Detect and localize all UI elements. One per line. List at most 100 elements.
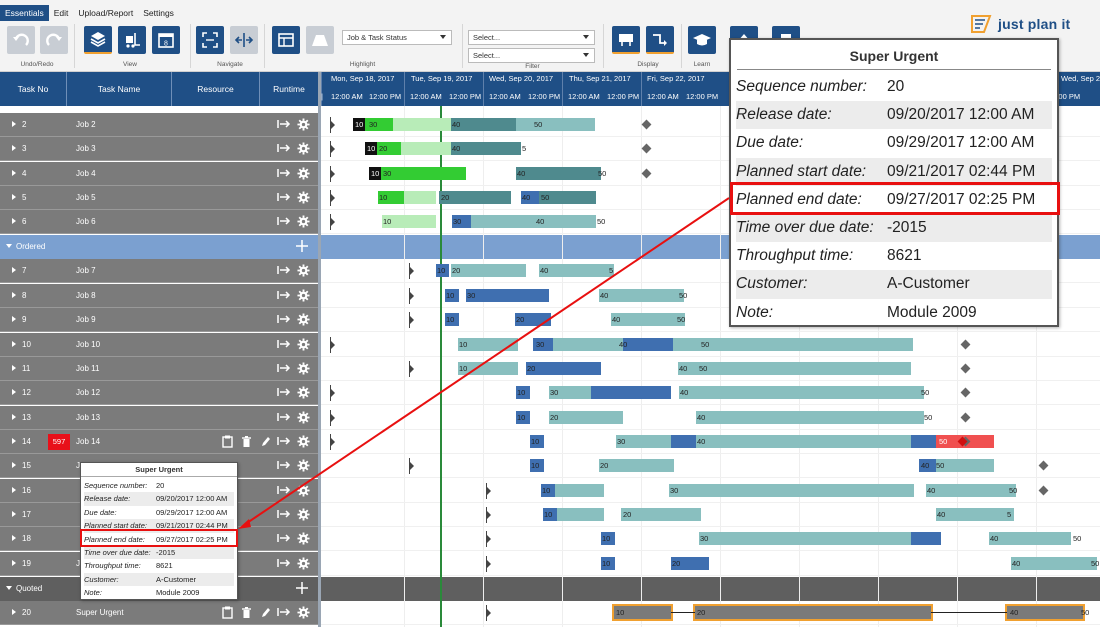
table-row[interactable]: 10 Job 10 xyxy=(0,333,318,357)
operation-segment[interactable] xyxy=(557,508,604,521)
operation-segment[interactable] xyxy=(601,532,615,545)
operation-segment[interactable] xyxy=(404,191,436,204)
clipboard-icon[interactable] xyxy=(220,605,234,619)
job-bar[interactable]: 10 30 40 50 xyxy=(321,532,1100,545)
go-to-bar-icon[interactable] xyxy=(277,361,291,375)
go-to-bar-icon[interactable] xyxy=(277,385,291,399)
expand-arrow-icon[interactable] xyxy=(12,316,16,322)
tab-edit[interactable]: Edit xyxy=(53,8,69,18)
expand-arrow-icon[interactable] xyxy=(12,292,16,298)
filter-select-2[interactable]: Select... xyxy=(468,48,595,63)
operation-segment[interactable] xyxy=(673,338,913,351)
operation-segment[interactable] xyxy=(601,557,615,570)
go-to-bar-icon[interactable] xyxy=(277,166,291,180)
operation-segment[interactable] xyxy=(526,362,601,375)
operation-segment[interactable] xyxy=(451,118,516,131)
operation-segment[interactable] xyxy=(439,191,511,204)
go-to-bar-icon[interactable] xyxy=(277,556,291,570)
display-bars-button[interactable] xyxy=(612,26,640,54)
expand-arrow-icon[interactable] xyxy=(12,609,16,615)
operation-segment[interactable] xyxy=(671,557,709,570)
job-bar[interactable]: 10 20 40 50 xyxy=(321,606,1100,619)
job-bar[interactable]: 10 30 40 50 xyxy=(321,167,1100,180)
go-to-bar-icon[interactable] xyxy=(277,312,291,326)
gear-icon[interactable] xyxy=(296,263,310,277)
operation-segment[interactable] xyxy=(555,484,604,497)
collapse-arrow-icon[interactable] xyxy=(6,244,12,248)
expand-arrow-icon[interactable] xyxy=(12,462,16,468)
table-row[interactable]: 5 Job 5 xyxy=(0,186,318,210)
collapse-arrow-icon[interactable] xyxy=(6,586,12,590)
expand-arrow-icon[interactable] xyxy=(12,365,16,371)
job-bar[interactable]: 10 30 40 50 xyxy=(321,386,1100,399)
go-to-bar-icon[interactable] xyxy=(277,190,291,204)
operation-segment[interactable] xyxy=(621,508,701,521)
gear-icon[interactable] xyxy=(296,458,310,472)
table-row[interactable]: 13 Job 13 xyxy=(0,406,318,430)
gear-icon[interactable] xyxy=(296,410,310,424)
expand-arrow-icon[interactable] xyxy=(12,341,16,347)
gear-icon[interactable] xyxy=(296,214,310,228)
expand-arrow-icon[interactable] xyxy=(12,194,16,200)
operation-segment[interactable] xyxy=(699,532,911,545)
operation-segment[interactable] xyxy=(936,459,994,472)
gear-icon[interactable] xyxy=(296,337,310,351)
operation-segment[interactable] xyxy=(393,118,451,131)
highlight-mode-button[interactable] xyxy=(306,26,334,54)
column-header-task-name[interactable]: Task Name xyxy=(67,72,172,106)
operation-segment[interactable] xyxy=(431,167,466,180)
gear-icon[interactable] xyxy=(296,141,310,155)
go-to-bar-icon[interactable] xyxy=(277,288,291,302)
table-row[interactable]: 8 Job 8 xyxy=(0,284,318,308)
operation-segment[interactable] xyxy=(553,338,623,351)
go-to-bar-icon[interactable] xyxy=(277,458,291,472)
tab-essentials[interactable]: Essentials xyxy=(0,5,49,21)
operation-segment[interactable] xyxy=(919,459,936,472)
go-to-bar-icon[interactable] xyxy=(277,507,291,521)
table-row[interactable]: 7 Job 7 xyxy=(0,259,318,283)
expand-arrow-icon[interactable] xyxy=(12,145,16,151)
expand-arrow-icon[interactable] xyxy=(12,560,16,566)
group-row[interactable]: Ordered xyxy=(0,235,318,259)
go-to-bar-icon[interactable] xyxy=(277,605,291,619)
undo-button[interactable] xyxy=(7,26,35,54)
operation-segment[interactable] xyxy=(539,264,614,277)
gear-icon[interactable] xyxy=(296,117,310,131)
expand-arrow-icon[interactable] xyxy=(12,267,16,273)
operation-segment[interactable] xyxy=(591,386,671,399)
table-row[interactable]: 6 Job 6 xyxy=(0,210,318,234)
operation-segment[interactable] xyxy=(377,142,401,155)
go-to-bar-icon[interactable] xyxy=(277,141,291,155)
operation-segment[interactable] xyxy=(365,142,377,155)
operation-segment[interactable] xyxy=(614,606,671,619)
redo-button[interactable] xyxy=(40,26,68,54)
go-to-bar-icon[interactable] xyxy=(277,531,291,545)
zoom-center-button[interactable] xyxy=(230,26,258,54)
operation-segment[interactable] xyxy=(678,362,911,375)
operation-segment[interactable] xyxy=(696,411,924,424)
operation-segment[interactable] xyxy=(516,167,601,180)
operation-segment[interactable] xyxy=(471,215,596,228)
operation-segment[interactable] xyxy=(1007,606,1083,619)
go-to-bar-icon[interactable] xyxy=(277,214,291,228)
operation-segment[interactable] xyxy=(549,411,623,424)
table-row[interactable]: 3 Job 3 xyxy=(0,137,318,161)
operation-segment[interactable] xyxy=(611,313,685,326)
gear-icon[interactable] xyxy=(296,190,310,204)
operation-segment[interactable] xyxy=(466,289,549,302)
job-bar[interactable]: 10 20 40 5 xyxy=(321,508,1100,521)
go-to-bar-icon[interactable] xyxy=(277,117,291,131)
column-header-runtime[interactable]: Runtime xyxy=(273,84,305,94)
resource-view-button[interactable] xyxy=(118,26,146,54)
go-to-bar-icon[interactable] xyxy=(277,410,291,424)
gear-icon[interactable] xyxy=(296,385,310,399)
operation-segment[interactable] xyxy=(671,435,696,448)
operation-segment[interactable] xyxy=(516,118,595,131)
expand-arrow-icon[interactable] xyxy=(12,438,16,444)
operation-segment[interactable] xyxy=(369,167,381,180)
gear-icon[interactable] xyxy=(296,361,310,375)
highlight-select[interactable]: Job & Task Status xyxy=(342,30,452,45)
fit-view-button[interactable] xyxy=(196,26,224,54)
operation-segment[interactable] xyxy=(696,435,911,448)
gear-icon[interactable] xyxy=(296,605,310,619)
